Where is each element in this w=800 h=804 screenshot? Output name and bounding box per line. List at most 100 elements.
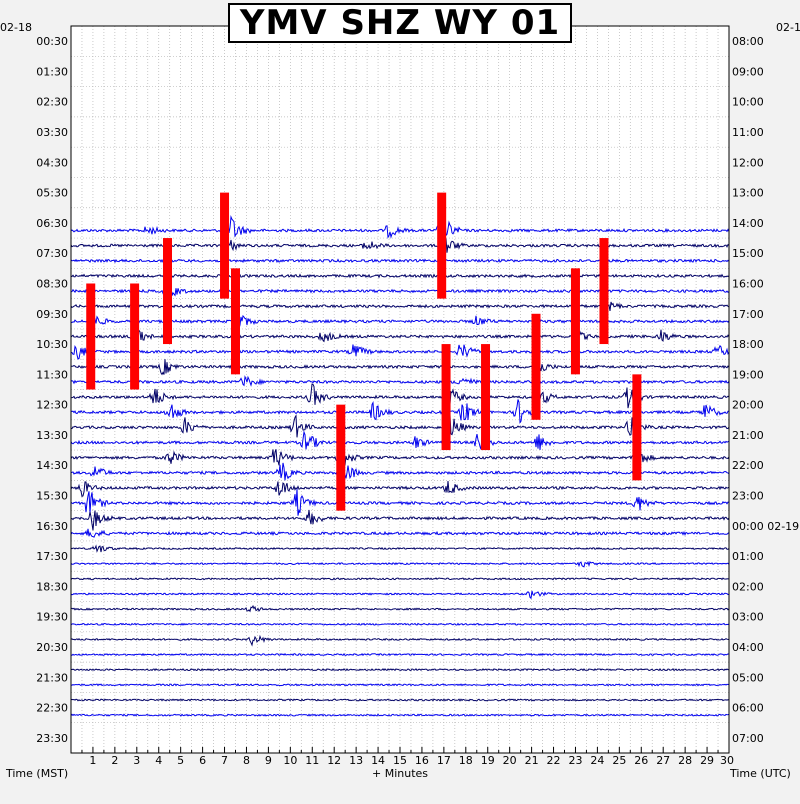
event-marker-11	[632, 374, 642, 481]
x-tick-label: 9	[265, 754, 272, 767]
left-tick-label: 02:30	[36, 96, 68, 109]
event-marker-6	[86, 283, 96, 390]
event-marker-1	[437, 192, 447, 299]
event-marker-5	[570, 268, 580, 375]
x-tick-label: 26	[634, 754, 648, 767]
x-tick-label: 30	[720, 754, 734, 767]
right-tick-label: 14:00	[732, 217, 764, 230]
trace-row-31	[70, 488, 730, 516]
left-tick-label: 01:30	[36, 65, 68, 78]
event-marker-2	[163, 238, 173, 345]
x-tick-label: 18	[459, 754, 473, 767]
trace-row-36	[70, 577, 729, 581]
x-tick-label: 5	[177, 754, 184, 767]
left-tick-label: 20:30	[36, 641, 68, 654]
trace-row-17	[70, 280, 730, 300]
trace-row-43	[70, 683, 730, 687]
right-tick-label: 18:00	[732, 338, 764, 351]
left-tick-label: 09:30	[36, 308, 68, 321]
trace-row-20	[70, 329, 730, 344]
x-tick-label: 1	[89, 754, 96, 767]
right-tick-label: 10:00	[732, 96, 764, 109]
event-marker-9	[441, 344, 451, 451]
trace-row-18	[70, 297, 730, 311]
trace-row-21	[70, 344, 730, 360]
trace-row-14	[70, 237, 730, 258]
trace-row-34	[70, 544, 730, 553]
trace-row-30	[70, 481, 730, 498]
left-tick-label: 05:30	[36, 187, 68, 200]
right-tick-label: 09:00	[732, 65, 764, 78]
trace-row-15	[70, 258, 730, 264]
right-tick-label: 22:00	[732, 459, 764, 472]
x-tick-label: 23	[568, 754, 582, 767]
left-tick-label: 08:30	[36, 277, 68, 290]
x-tick-label: 10	[283, 754, 297, 767]
x-tick-label: 11	[305, 754, 319, 767]
trace-row-16	[70, 273, 730, 279]
right-tick-label: 06:00	[732, 702, 764, 715]
left-tick-label: 13:30	[36, 429, 68, 442]
event-marker-3	[599, 238, 609, 345]
trace-row-27	[70, 430, 730, 450]
right-tick-label: 19:00	[732, 368, 764, 381]
trace-row-42	[70, 668, 730, 672]
x-tick-label: 28	[678, 754, 692, 767]
left-tick-label: 14:30	[36, 459, 68, 472]
date-left: 02-18	[0, 21, 32, 34]
x-tick-label: 15	[393, 754, 407, 767]
right-tick-label: 03:00	[732, 611, 764, 624]
left-tick-label: 11:30	[36, 368, 68, 381]
trace-row-24	[70, 383, 730, 410]
left-tick-label: 00:30	[36, 35, 68, 48]
left-tick-label: 22:30	[36, 702, 68, 715]
right-tick-label: 05:00	[732, 671, 764, 684]
event-marker-8	[531, 313, 541, 420]
right-tick-label: 07:00	[732, 732, 764, 745]
y-label-right: Time (UTC)	[730, 767, 791, 780]
right-tick-label: 17:00	[732, 308, 764, 321]
trace-row-44	[70, 698, 730, 702]
trace-row-32	[70, 509, 730, 531]
trace-row-45	[70, 713, 730, 717]
left-tick-label: 18:30	[36, 580, 68, 593]
x-tick-label: 20	[503, 754, 517, 767]
event-marker-0	[220, 192, 230, 299]
x-tick-label: 22	[547, 754, 561, 767]
right-tick-label: 12:00	[732, 156, 764, 169]
left-tick-label: 07:30	[36, 247, 68, 260]
trace-row-23	[70, 375, 730, 387]
trace-row-35	[70, 560, 730, 568]
trace-row-40	[70, 634, 730, 647]
right-tick-label: 15:00	[732, 247, 764, 260]
right-tick-label: 21:00	[732, 429, 764, 442]
trace-row-22	[71, 359, 730, 376]
trace-row-13	[70, 214, 730, 244]
right-tick-label: 02:00	[732, 580, 764, 593]
event-marker-4	[231, 268, 240, 375]
chart-title-box: YMV SHZ WY 01	[228, 3, 572, 43]
left-tick-label: 03:30	[36, 126, 68, 139]
left-tick-label: 23:30	[36, 732, 68, 745]
trace-row-41	[70, 652, 730, 657]
chart-title: YMV SHZ WY 01	[239, 3, 561, 43]
event-markers	[86, 192, 642, 511]
right-axis: 08:00 09:00 10:00 11:00 12:00 13:00 14:00 15:00…	[732, 35, 799, 745]
x-tick-label: 17	[437, 754, 451, 767]
left-tick-label: 06:30	[36, 217, 68, 230]
x-tick-label: 21	[525, 754, 539, 767]
trace-row-26	[70, 414, 730, 438]
x-tick-label: 27	[656, 754, 670, 767]
left-tick-label: 04:30	[36, 156, 68, 169]
trace-row-25	[70, 399, 729, 424]
left-tick-label: 19:30	[36, 611, 68, 624]
trace-row-37	[70, 590, 730, 600]
right-tick-label: 23:00	[732, 490, 764, 503]
grid	[71, 26, 729, 753]
left-tick-label: 21:30	[36, 671, 68, 684]
left-tick-label: 15:30	[36, 490, 68, 503]
trace-row-39	[70, 622, 730, 626]
x-tick-label: 7	[221, 754, 228, 767]
